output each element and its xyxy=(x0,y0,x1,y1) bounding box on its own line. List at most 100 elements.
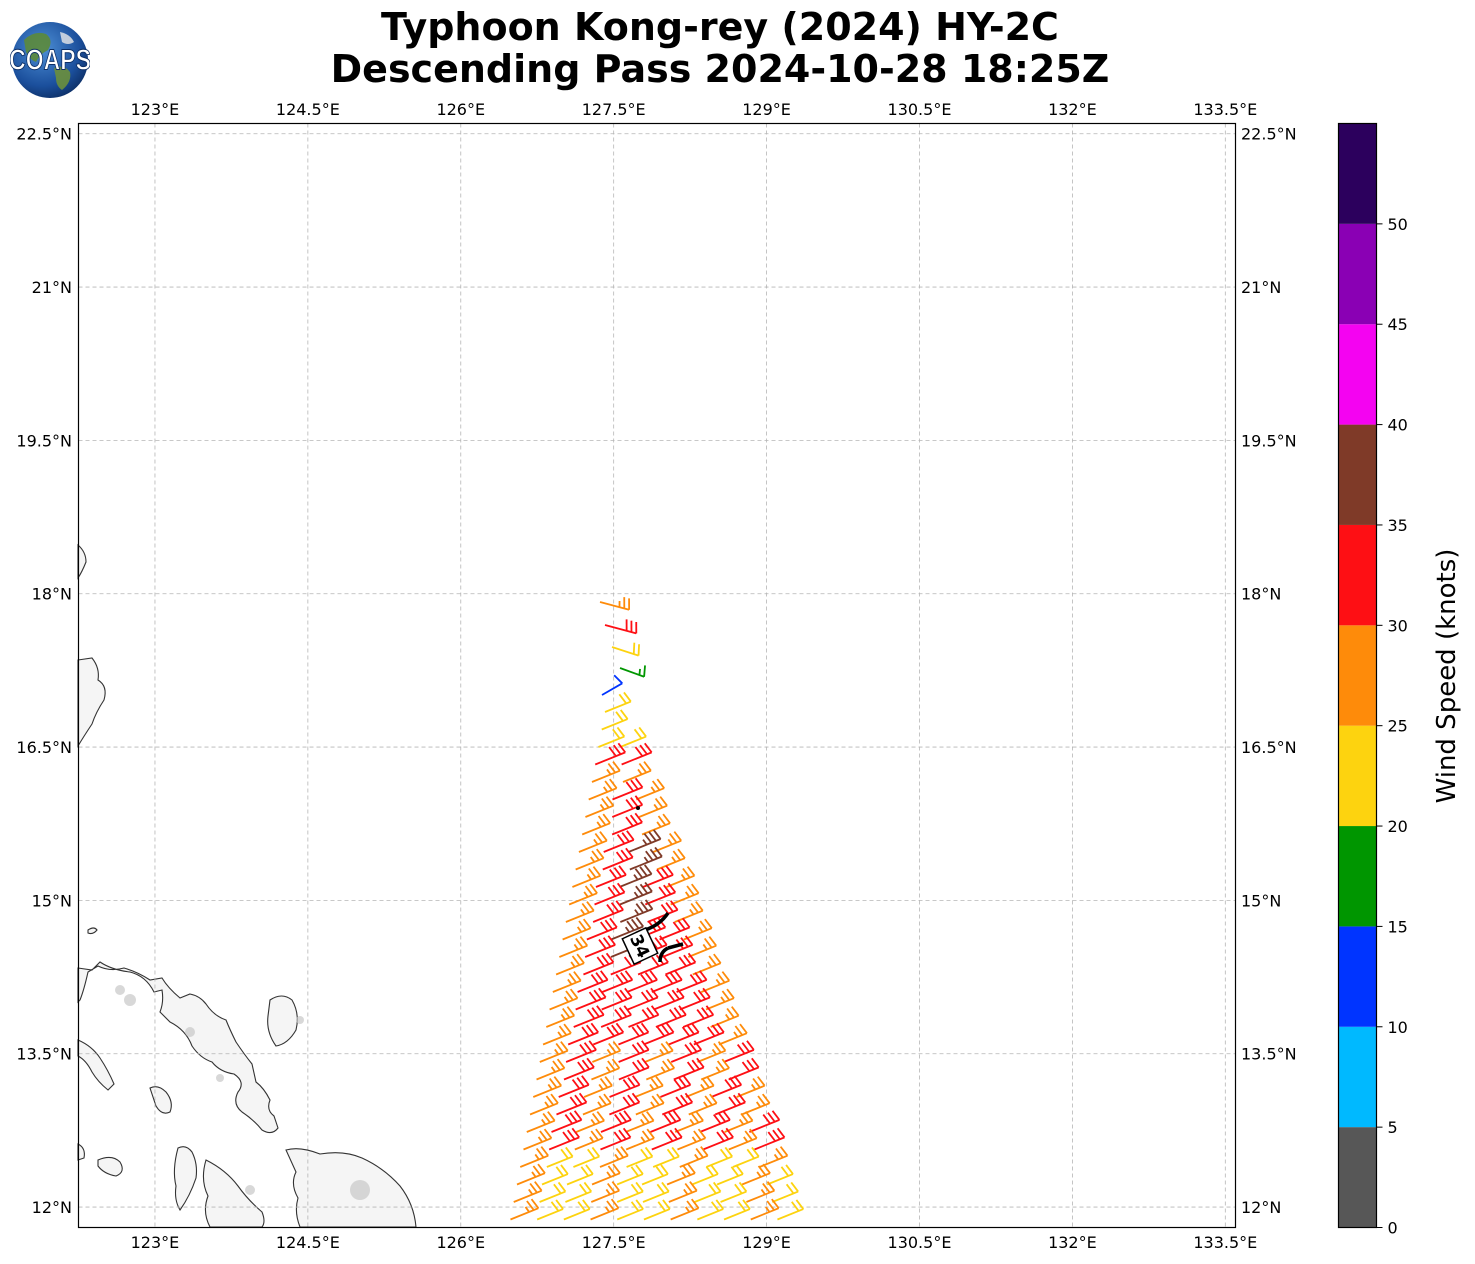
wind-barb xyxy=(619,726,647,748)
wind-barb xyxy=(668,1181,698,1203)
wind-barb xyxy=(674,1111,704,1133)
y-tick-label-right: 18°N xyxy=(1241,585,1281,604)
wind-barb xyxy=(542,1023,572,1046)
y-tick-label-right: 13.5°N xyxy=(1241,1045,1297,1064)
wind-barb xyxy=(693,1022,725,1046)
wind-barb xyxy=(718,1023,748,1046)
wind-barb xyxy=(651,970,683,993)
wind-barb xyxy=(567,1022,599,1046)
wind-barb xyxy=(724,1111,754,1133)
x-tick-label-top: 126°E xyxy=(436,100,485,119)
colorbar-tick-label: 20 xyxy=(1388,817,1408,836)
wind-barb xyxy=(591,1163,621,1186)
wind-barb xyxy=(548,1127,580,1151)
wind-barb xyxy=(602,970,634,993)
wind-barb xyxy=(665,952,697,976)
wind-barbs xyxy=(510,597,805,1221)
wind-barb xyxy=(619,881,653,906)
wind-barb xyxy=(600,1127,632,1151)
y-tick-label-left: 19.5°N xyxy=(16,431,72,450)
wind-barb xyxy=(679,1146,709,1168)
wind-barb xyxy=(620,899,654,923)
wind-barb xyxy=(545,1006,575,1028)
wind-barb xyxy=(602,847,634,871)
colorbar-bin xyxy=(1338,424,1377,525)
wind-barb xyxy=(732,1146,760,1168)
colorbar-bin xyxy=(1338,926,1377,1027)
wind-barb xyxy=(583,1076,613,1098)
wind-barb xyxy=(754,1127,786,1151)
wind-barb xyxy=(628,1005,660,1028)
x-tick-label-bottom: 133.5°E xyxy=(1193,1233,1257,1252)
wind-barb xyxy=(687,936,717,958)
wind-barb xyxy=(702,1127,734,1151)
wind-barb xyxy=(573,1146,601,1168)
wind-barb xyxy=(618,1057,650,1081)
wind-barb xyxy=(723,1199,751,1221)
wind-barb xyxy=(592,1041,622,1063)
land-outline xyxy=(77,543,87,580)
contour-label-box xyxy=(621,926,659,966)
x-tick-label-bottom: 130.5°E xyxy=(888,1233,952,1252)
colorbar: 0 5 10 15 20 25 30 35 40 45 50 xyxy=(1337,122,1408,1238)
wind-barb xyxy=(549,988,579,1011)
wind-barb xyxy=(641,1164,669,1186)
colorbar-tick-label: 10 xyxy=(1388,1018,1408,1037)
wind-barb xyxy=(609,1075,641,1098)
x-tick-label-top: 127.5°E xyxy=(582,100,646,119)
wind-barb xyxy=(558,1075,590,1098)
wind-barb xyxy=(685,1076,715,1098)
wind-barb xyxy=(585,796,615,818)
wind-barb xyxy=(694,1181,722,1203)
wind-barb xyxy=(599,597,631,611)
colorbar-bin xyxy=(1338,625,1377,726)
wind-barb xyxy=(635,778,665,801)
wind-barb xyxy=(556,1092,588,1116)
x-tick-label-bottom: 132°E xyxy=(1048,1233,1097,1252)
x-tick-label-top: 124.5°E xyxy=(276,100,340,119)
wind-barb xyxy=(594,742,626,766)
logo-text: COAPS xyxy=(10,43,90,76)
wind-barb xyxy=(710,1075,743,1098)
colorbar-tick-label: 0 xyxy=(1388,1219,1398,1238)
wind-barb xyxy=(563,1199,591,1221)
wind-barb xyxy=(650,1110,682,1133)
wind-barb xyxy=(676,970,708,993)
land-outline xyxy=(77,657,106,748)
wind-barb xyxy=(652,831,682,853)
land-outline xyxy=(77,1143,85,1161)
x-tick-label-bottom: 127.5°E xyxy=(582,1233,646,1252)
wind-barb xyxy=(746,1181,776,1203)
wind-barb xyxy=(723,1040,755,1063)
wind-barb xyxy=(590,1198,620,1221)
wind-barb xyxy=(714,1092,746,1116)
y-tick-label-left: 15°N xyxy=(32,891,72,910)
wind-barb xyxy=(634,1076,664,1098)
land-outline xyxy=(149,1086,172,1114)
wind-barb xyxy=(691,1164,719,1186)
colorbar-label: Wind Speed (knots) xyxy=(1432,549,1462,804)
colorbar-tick-label: 15 xyxy=(1388,917,1408,936)
wind-barb xyxy=(622,761,652,783)
wind-barb xyxy=(699,1110,731,1133)
wind-barb xyxy=(777,1199,805,1221)
terrain-shading xyxy=(245,1185,255,1195)
colorbar-bin xyxy=(1338,123,1377,224)
wind-barb xyxy=(771,1181,799,1203)
colorbar-frame xyxy=(1337,122,1378,1229)
wind-barb xyxy=(692,953,722,976)
terrain-shading xyxy=(124,994,136,1006)
wind-barb xyxy=(736,1076,766,1098)
wind-barb xyxy=(604,691,632,713)
wind-barb xyxy=(611,812,643,836)
wind-barb xyxy=(526,1111,556,1133)
land-masses xyxy=(77,543,417,1228)
wind-barb xyxy=(616,1181,644,1203)
wind-barb xyxy=(568,883,598,906)
y-tick-label-left: 16.5°N xyxy=(16,738,72,757)
wind-barb xyxy=(573,1005,605,1028)
land-outline xyxy=(77,1039,115,1091)
wind-barb xyxy=(600,1110,632,1133)
wind-barb xyxy=(598,726,626,748)
x-tick-label-bottom: 123°E xyxy=(131,1233,180,1252)
